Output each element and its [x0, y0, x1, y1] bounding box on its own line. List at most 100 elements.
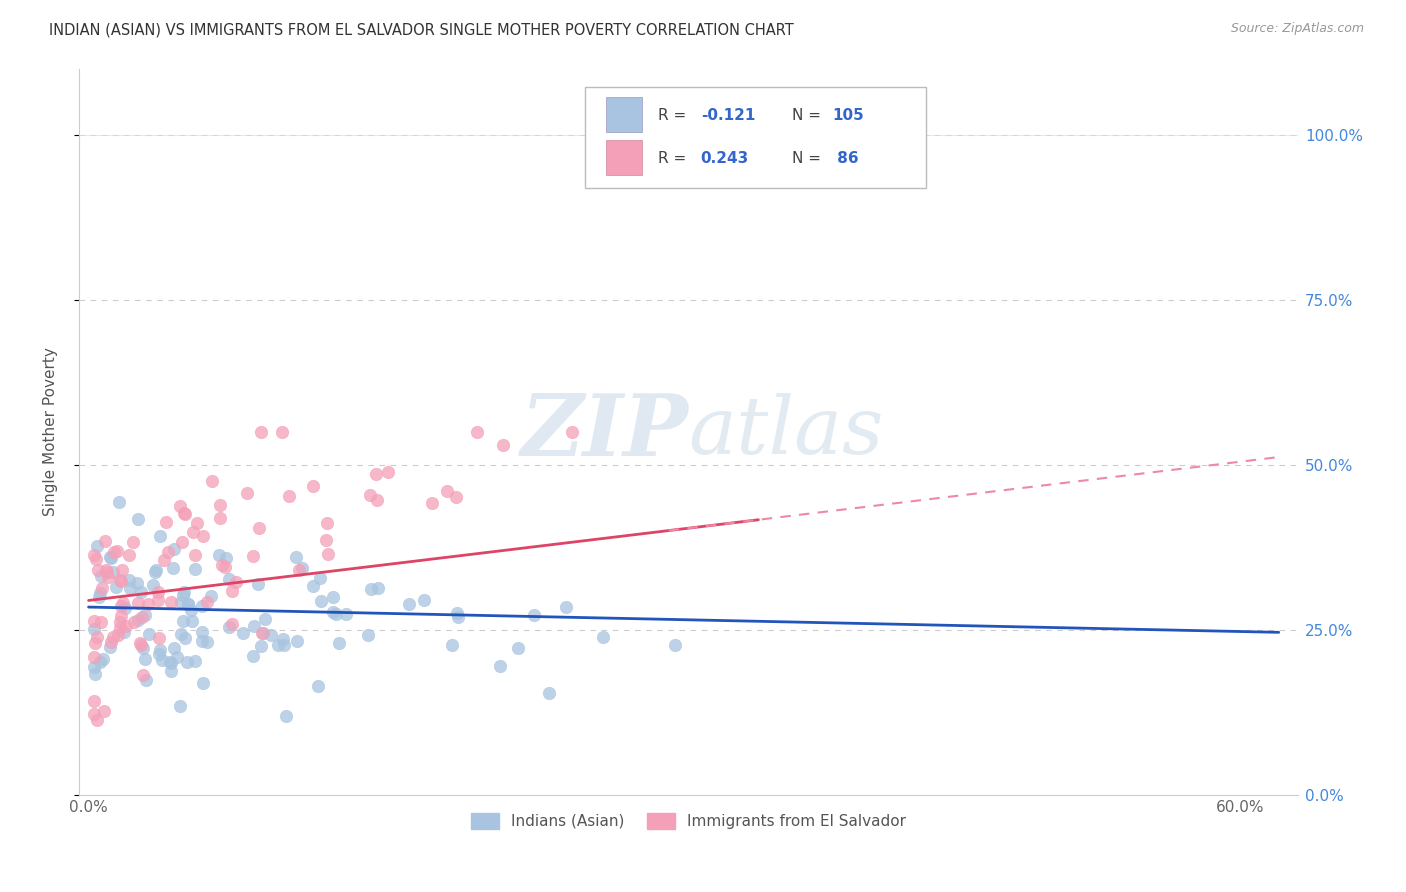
- Immigrants from El Salvador: [90, 581, 112, 595]
- Indians (Asian): [208, 549, 231, 563]
- Immigrants from El Salvador: [83, 706, 105, 721]
- Indians (Asian): [232, 626, 254, 640]
- Immigrants from El Salvador: [153, 553, 176, 567]
- Indians (Asian): [307, 679, 329, 693]
- Indians (Asian): [114, 601, 136, 615]
- Indians (Asian): [112, 624, 135, 639]
- Immigrants from El Salvador: [195, 595, 218, 609]
- Immigrants from El Salvador: [315, 533, 337, 548]
- Immigrants from El Salvador: [436, 483, 458, 498]
- Immigrants from El Salvador: [184, 548, 207, 562]
- Immigrants from El Salvador: [108, 621, 131, 635]
- Immigrants from El Salvador: [316, 547, 339, 561]
- Indians (Asian): [555, 600, 578, 615]
- Indians (Asian): [309, 593, 332, 607]
- Indians (Asian): [195, 635, 218, 649]
- Immigrants from El Salvador: [108, 615, 131, 629]
- Immigrants from El Salvador: [211, 558, 233, 572]
- Indians (Asian): [134, 652, 156, 666]
- Indians (Asian): [150, 653, 173, 667]
- Immigrants from El Salvador: [94, 563, 117, 577]
- Immigrants from El Salvador: [221, 617, 243, 632]
- Indians (Asian): [127, 613, 149, 627]
- Immigrants from El Salvador: [83, 548, 105, 562]
- Immigrants from El Salvador: [181, 525, 204, 540]
- Immigrants from El Salvador: [173, 507, 195, 521]
- Immigrants from El Salvador: [172, 534, 194, 549]
- Immigrants from El Salvador: [148, 631, 170, 645]
- Indians (Asian): [441, 638, 464, 652]
- Indians (Asian): [191, 634, 214, 648]
- Immigrants from El Salvador: [96, 565, 118, 579]
- Text: R =: R =: [658, 108, 692, 123]
- Indians (Asian): [367, 581, 389, 595]
- Immigrants from El Salvador: [84, 636, 107, 650]
- Indians (Asian): [446, 606, 468, 620]
- Indians (Asian): [273, 638, 295, 652]
- Indians (Asian): [170, 595, 193, 609]
- Indians (Asian): [162, 561, 184, 575]
- Immigrants from El Salvador: [84, 552, 107, 566]
- Immigrants from El Salvador: [83, 694, 105, 708]
- Immigrants from El Salvador: [93, 704, 115, 718]
- Immigrants from El Salvador: [86, 631, 108, 645]
- Immigrants from El Salvador: [108, 574, 131, 588]
- Indians (Asian): [166, 650, 188, 665]
- Immigrants from El Salvador: [242, 549, 264, 563]
- Text: Source: ZipAtlas.com: Source: ZipAtlas.com: [1230, 22, 1364, 36]
- Immigrants from El Salvador: [131, 610, 153, 624]
- Immigrants from El Salvador: [221, 584, 243, 599]
- Bar: [606, 97, 643, 132]
- Immigrants from El Salvador: [169, 499, 191, 513]
- Immigrants from El Salvador: [94, 534, 117, 549]
- Immigrants from El Salvador: [235, 486, 257, 500]
- Indians (Asian): [664, 638, 686, 652]
- Indians (Asian): [134, 607, 156, 622]
- Indians (Asian): [252, 626, 274, 640]
- Indians (Asian): [398, 597, 420, 611]
- Immigrants from El Salvador: [208, 498, 231, 512]
- Indians (Asian): [322, 591, 344, 605]
- Immigrants from El Salvador: [249, 425, 271, 439]
- Indians (Asian): [86, 539, 108, 553]
- Text: N =: N =: [792, 151, 825, 166]
- Indians (Asian): [537, 686, 560, 700]
- Indians (Asian): [118, 581, 141, 595]
- Indians (Asian): [335, 607, 357, 621]
- Indians (Asian): [285, 633, 308, 648]
- Immigrants from El Salvador: [174, 507, 197, 521]
- Indians (Asian): [267, 638, 290, 652]
- Indians (Asian): [135, 673, 157, 687]
- Indians (Asian): [412, 593, 434, 607]
- Indians (Asian): [173, 584, 195, 599]
- Indians (Asian): [184, 561, 207, 575]
- Indians (Asian): [508, 640, 530, 655]
- Indians (Asian): [218, 620, 240, 634]
- Indians (Asian): [523, 607, 546, 622]
- Indians (Asian): [89, 586, 111, 600]
- Legend: Indians (Asian), Immigrants from El Salvador: Indians (Asian), Immigrants from El Salv…: [465, 806, 912, 835]
- Immigrants from El Salvador: [420, 496, 443, 510]
- Immigrants from El Salvador: [186, 516, 208, 531]
- Indians (Asian): [145, 563, 167, 577]
- Indians (Asian): [191, 599, 214, 614]
- Indians (Asian): [148, 647, 170, 661]
- Immigrants from El Salvador: [129, 638, 152, 652]
- Indians (Asian): [159, 656, 181, 670]
- Indians (Asian): [84, 666, 107, 681]
- Immigrants from El Salvador: [122, 615, 145, 629]
- Immigrants from El Salvador: [191, 529, 214, 543]
- Indians (Asian): [291, 561, 314, 575]
- Bar: [606, 140, 643, 176]
- Text: INDIAN (ASIAN) VS IMMIGRANTS FROM EL SALVADOR SINGLE MOTHER POVERTY CORRELATION : INDIAN (ASIAN) VS IMMIGRANTS FROM EL SAL…: [49, 22, 794, 37]
- Indians (Asian): [98, 550, 121, 565]
- Indians (Asian): [83, 660, 105, 674]
- Indians (Asian): [100, 550, 122, 565]
- Indians (Asian): [360, 582, 382, 596]
- Indians (Asian): [253, 612, 276, 626]
- Immigrants from El Salvador: [103, 545, 125, 559]
- Indians (Asian): [176, 655, 198, 669]
- Immigrants from El Salvador: [105, 543, 128, 558]
- Indians (Asian): [83, 622, 105, 636]
- Immigrants from El Salvador: [118, 548, 141, 562]
